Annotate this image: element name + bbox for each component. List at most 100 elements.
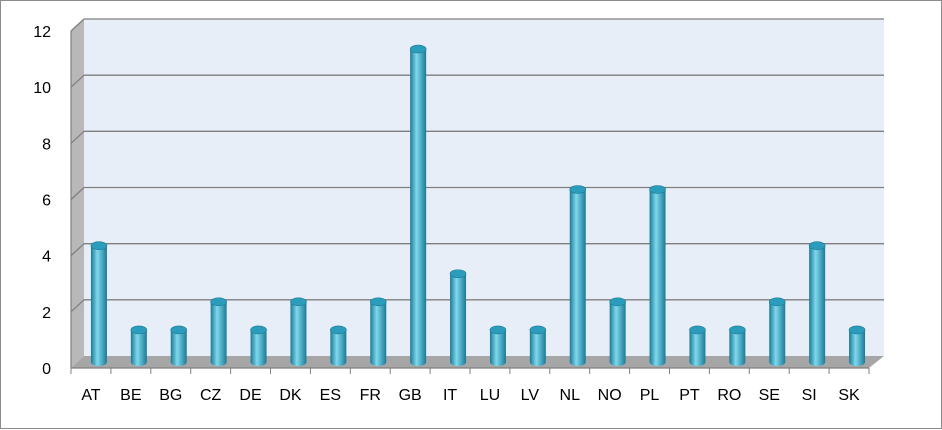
bar-top <box>290 297 307 307</box>
y-tick-label: 4 <box>42 249 51 266</box>
bar-top <box>569 185 587 194</box>
bar <box>808 241 826 366</box>
bar-body <box>250 329 267 366</box>
bar-top <box>609 297 626 307</box>
bar <box>210 297 227 366</box>
bar-body <box>370 301 387 366</box>
bar <box>848 325 866 366</box>
bar <box>330 325 347 366</box>
x-tick-label: FR <box>360 387 381 404</box>
bar-body <box>609 301 626 366</box>
x-tick-label: IT <box>443 387 457 404</box>
gridline-side <box>70 243 85 257</box>
bar-body <box>649 189 666 366</box>
bar-body <box>729 329 746 366</box>
gridline-side <box>70 130 85 144</box>
bar-top <box>689 325 706 335</box>
bar-body <box>849 329 866 366</box>
bar-top <box>808 241 826 250</box>
bar <box>409 44 427 366</box>
bar-top <box>130 325 148 335</box>
bar-body <box>769 301 786 366</box>
x-tick-label: SE <box>759 387 780 404</box>
bar-body <box>170 329 187 366</box>
bar <box>569 185 587 366</box>
plot-walls <box>71 19 884 368</box>
gridline-side <box>70 74 85 88</box>
x-tick-label: BG <box>159 387 182 404</box>
bar-top <box>729 325 746 335</box>
bar-top <box>848 325 866 335</box>
x-tick-label: DE <box>239 387 261 404</box>
y-tick-label: 6 <box>42 193 51 210</box>
bar-top <box>529 325 547 335</box>
bar-top <box>210 297 227 307</box>
y-tick-label: 2 <box>42 305 51 322</box>
bar-top <box>409 44 427 54</box>
bar-top <box>170 325 188 335</box>
y-tick-label: 12 <box>33 24 51 41</box>
x-tick-label: LV <box>521 387 540 404</box>
x-axis-ticks: AT BE BG CZ DE DK ES FR GB IT LU LV NL NO PL PT RO SE SI SK <box>70 368 870 404</box>
y-tick-label: 10 <box>33 80 51 97</box>
bar <box>250 325 267 366</box>
bar-body <box>90 245 107 366</box>
y-tick-label: 0 <box>42 361 51 378</box>
bar-body <box>569 189 586 366</box>
bar <box>290 297 307 366</box>
x-tick-label: NL <box>560 387 581 404</box>
bar-top <box>90 241 108 250</box>
x-tick-label: DK <box>279 387 302 404</box>
x-tick-label: PT <box>679 387 700 404</box>
bar <box>489 325 507 366</box>
bar-body <box>529 329 546 366</box>
bar-top <box>489 325 507 335</box>
bar <box>170 325 188 366</box>
y-axis-ticks: 0 2 4 6 8 10 12 <box>33 24 51 378</box>
gridline-side <box>70 299 85 313</box>
x-tick-label: AT <box>81 387 100 404</box>
bar <box>768 297 786 366</box>
x-tick-label: SK <box>838 387 860 404</box>
x-tick-label: CZ <box>200 387 222 404</box>
bars <box>90 44 866 366</box>
bar-body <box>809 245 826 366</box>
bar <box>90 241 108 366</box>
bar-body <box>450 273 467 366</box>
x-tick-label: SI <box>802 387 817 404</box>
bar-body <box>290 301 307 366</box>
x-tick-label: PL <box>640 387 660 404</box>
bar-body <box>330 329 347 366</box>
bar <box>529 325 547 366</box>
bar <box>649 185 666 366</box>
bar-top <box>330 325 347 335</box>
bar-body <box>210 301 227 366</box>
bar-top <box>250 325 267 335</box>
bar <box>689 325 706 366</box>
plot-floor <box>71 356 884 368</box>
x-tick-label: RO <box>717 387 741 404</box>
x-tick-label: GB <box>399 387 422 404</box>
bar-body <box>689 329 706 366</box>
bar-top <box>649 185 666 194</box>
bar <box>449 269 467 366</box>
bar <box>609 297 626 366</box>
bar-top <box>369 297 387 307</box>
y-tick-label: 8 <box>42 136 51 153</box>
bar-top <box>768 297 786 307</box>
bar-top <box>449 269 467 279</box>
x-tick-label: LU <box>480 387 500 404</box>
gridline-side <box>70 187 85 200</box>
bar-body <box>410 49 427 366</box>
bar-body <box>130 329 147 366</box>
x-tick-label: ES <box>320 387 341 404</box>
x-tick-label: BE <box>120 387 141 404</box>
bar-body <box>489 329 506 366</box>
bar <box>369 297 387 366</box>
bar <box>130 325 148 366</box>
gridline-side <box>70 18 85 32</box>
x-tick-label: NO <box>598 387 622 404</box>
bar <box>729 325 746 366</box>
